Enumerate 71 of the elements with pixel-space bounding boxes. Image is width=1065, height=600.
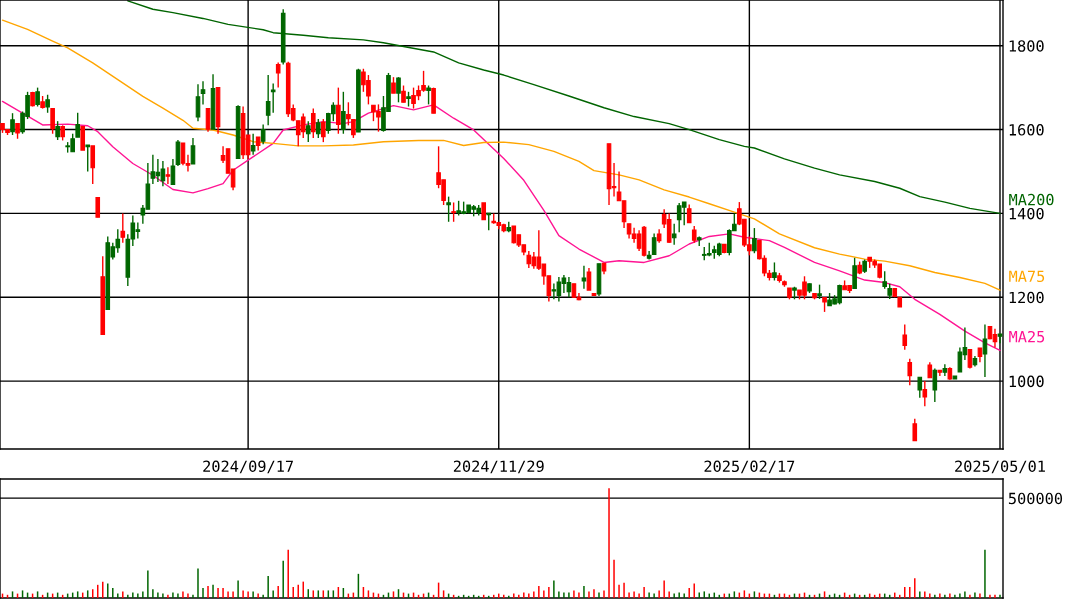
candlestick (320, 118, 326, 143)
line-series (127, 0, 1001, 215)
candlestick (305, 120, 311, 143)
x-tick-label: 2024/11/29 (453, 460, 544, 474)
candlestick (426, 84, 431, 106)
candlestick (150, 154, 156, 185)
candlestick (666, 212, 672, 244)
candlestick (581, 265, 587, 290)
x-tick-label: 2024/09/17 (203, 460, 293, 474)
candlestick (351, 118, 356, 139)
candlestick (265, 74, 271, 127)
candlestick (932, 367, 938, 403)
candlestick (912, 418, 918, 442)
series-label: MA75 (1009, 270, 1045, 283)
candlestick (852, 257, 857, 290)
candlestick (190, 137, 196, 165)
candlestick (671, 223, 677, 246)
x-tick-label: 2025/02/17 (704, 460, 795, 474)
candlestick (586, 267, 592, 291)
candlestick (336, 86, 341, 135)
x-tick-label: 2025/05/01 (955, 460, 1045, 474)
candlestick (772, 261, 777, 282)
candlestick (686, 203, 692, 224)
candlestick (752, 227, 757, 254)
candlestick (50, 107, 55, 135)
candlestick (45, 94, 50, 114)
candlestick (35, 86, 40, 108)
candlestick (180, 142, 186, 166)
series-label: MA25 (1009, 330, 1045, 343)
line-series (1, 19, 1001, 291)
candlestick (75, 112, 81, 138)
candlestick (250, 133, 256, 156)
candlestick (175, 139, 181, 167)
candlestick (451, 201, 456, 223)
candlestick (85, 144, 91, 173)
candlestick (90, 145, 96, 185)
candlestick (341, 91, 346, 135)
y-tick-label: 1200 (1009, 291, 1044, 304)
candlestick (165, 166, 171, 185)
candlestick (346, 101, 351, 127)
candlestick (651, 232, 657, 256)
candlestick (917, 376, 923, 399)
candlestick (907, 358, 913, 386)
candlestick (200, 80, 206, 106)
candlestick (95, 196, 101, 218)
candlestick (80, 126, 86, 151)
candlestick (120, 212, 126, 244)
candlestick (275, 61, 281, 89)
candlestick (10, 112, 15, 136)
candlestick (997, 333, 1003, 345)
candlestick (396, 76, 401, 103)
candlestick (310, 107, 316, 139)
candlestick (551, 282, 557, 301)
candlestick (315, 118, 321, 139)
y-tick-label: 1600 (1009, 124, 1044, 136)
series-label: MA200 (1009, 193, 1054, 206)
candlestick (902, 323, 908, 351)
y-tick-label: 500000 (1008, 492, 1063, 505)
candlestick (922, 380, 928, 407)
candlestick (195, 83, 201, 122)
y-tick-label: 1400 (1009, 207, 1044, 220)
y-tick-label: 1800 (1009, 40, 1044, 52)
candlestick (270, 82, 276, 114)
candlestick (300, 112, 306, 139)
y-tick-label: 1000 (1009, 375, 1044, 388)
candlestick (681, 201, 687, 226)
candlestick (170, 158, 176, 186)
candlestick (446, 195, 451, 223)
candlestick (957, 346, 963, 373)
candlestick (55, 120, 60, 141)
candlestick (260, 123, 266, 145)
